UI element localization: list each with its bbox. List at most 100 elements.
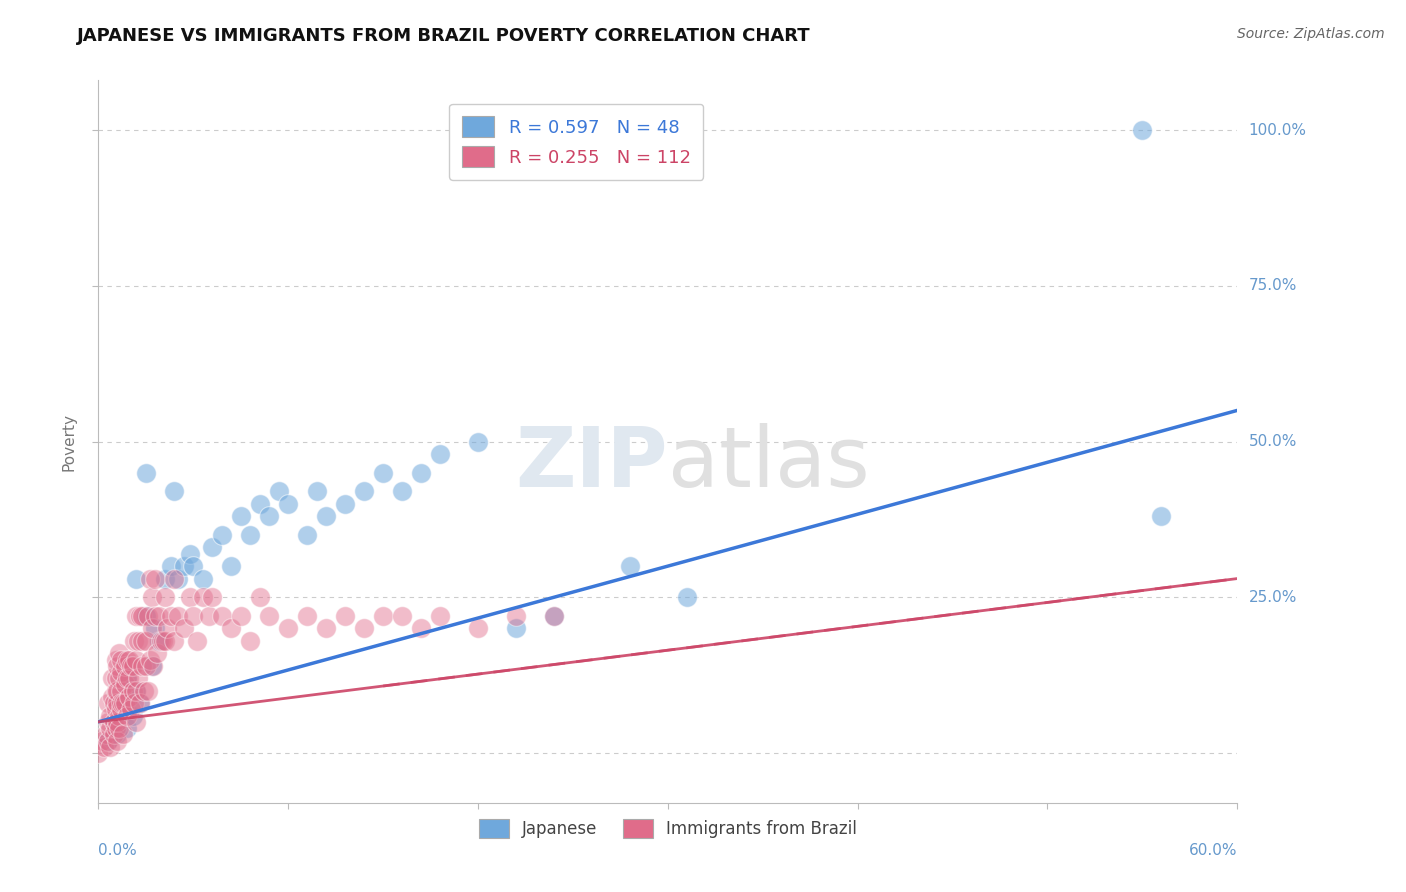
Point xyxy=(131,633,153,648)
Point xyxy=(104,652,127,666)
Point xyxy=(120,702,142,716)
Point xyxy=(297,609,319,624)
Point xyxy=(103,696,125,710)
Point xyxy=(211,609,233,624)
Point xyxy=(505,621,527,635)
Point xyxy=(125,609,148,624)
Point xyxy=(173,559,195,574)
Point xyxy=(277,497,299,511)
Text: atlas: atlas xyxy=(668,423,869,504)
Point xyxy=(110,702,132,716)
Point xyxy=(150,633,173,648)
Point xyxy=(211,528,233,542)
Point xyxy=(163,572,186,586)
Point xyxy=(391,484,413,499)
Point xyxy=(353,484,375,499)
Point xyxy=(110,665,132,679)
Text: 100.0%: 100.0% xyxy=(1249,122,1306,137)
Point xyxy=(148,609,170,624)
Point xyxy=(97,733,120,747)
Point xyxy=(135,609,157,624)
Point xyxy=(132,683,155,698)
Point xyxy=(543,609,565,624)
Text: 25.0%: 25.0% xyxy=(1249,590,1296,605)
Point xyxy=(221,559,243,574)
Point xyxy=(353,621,375,635)
Point xyxy=(129,696,152,710)
Point xyxy=(124,633,146,648)
Point xyxy=(136,609,159,624)
Point xyxy=(429,609,451,624)
Point xyxy=(467,621,489,635)
Point xyxy=(121,708,143,723)
Point xyxy=(97,714,120,729)
Point xyxy=(115,671,138,685)
Point xyxy=(91,733,114,747)
Point xyxy=(131,609,153,624)
Point xyxy=(201,591,224,605)
Point xyxy=(145,609,167,624)
Point xyxy=(676,591,699,605)
Point xyxy=(145,572,167,586)
Point xyxy=(183,559,205,574)
Point xyxy=(153,572,176,586)
Point xyxy=(138,572,160,586)
Point xyxy=(129,696,152,710)
Point xyxy=(163,633,186,648)
Point xyxy=(107,733,129,747)
Point xyxy=(335,609,357,624)
Point xyxy=(156,621,179,635)
Point xyxy=(100,671,122,685)
Point xyxy=(141,621,163,635)
Point xyxy=(1150,509,1173,524)
Point xyxy=(110,696,132,710)
Point xyxy=(104,702,127,716)
Point xyxy=(153,633,176,648)
Point xyxy=(429,447,451,461)
Point xyxy=(186,633,208,648)
Text: ZIP: ZIP xyxy=(516,423,668,504)
Point xyxy=(107,658,129,673)
Point xyxy=(93,739,115,754)
Point xyxy=(163,484,186,499)
Point xyxy=(229,609,252,624)
Point xyxy=(315,509,337,524)
Point xyxy=(259,609,281,624)
Point xyxy=(108,708,131,723)
Point xyxy=(129,609,152,624)
Point xyxy=(135,466,157,480)
Point xyxy=(141,591,163,605)
Point xyxy=(120,658,142,673)
Point xyxy=(98,708,121,723)
Point xyxy=(97,696,120,710)
Point xyxy=(136,683,159,698)
Point xyxy=(159,559,181,574)
Point xyxy=(173,621,195,635)
Point xyxy=(277,621,299,635)
Point xyxy=(1132,123,1154,137)
Point xyxy=(135,633,157,648)
Point xyxy=(197,609,219,624)
Point xyxy=(125,683,148,698)
Point xyxy=(103,714,125,729)
Point xyxy=(505,609,527,624)
Point xyxy=(115,652,138,666)
Point xyxy=(100,690,122,704)
Point xyxy=(115,721,138,735)
Text: 60.0%: 60.0% xyxy=(1189,843,1237,857)
Point xyxy=(115,671,138,685)
Point xyxy=(110,652,132,666)
Point xyxy=(141,658,163,673)
Point xyxy=(107,696,129,710)
Point xyxy=(221,621,243,635)
Point xyxy=(108,646,131,660)
Text: Source: ZipAtlas.com: Source: ZipAtlas.com xyxy=(1237,27,1385,41)
Point xyxy=(167,609,190,624)
Point xyxy=(114,677,136,691)
Point xyxy=(183,609,205,624)
Point xyxy=(335,497,357,511)
Y-axis label: Poverty: Poverty xyxy=(62,412,77,471)
Point xyxy=(148,633,170,648)
Point xyxy=(135,658,157,673)
Point xyxy=(107,683,129,698)
